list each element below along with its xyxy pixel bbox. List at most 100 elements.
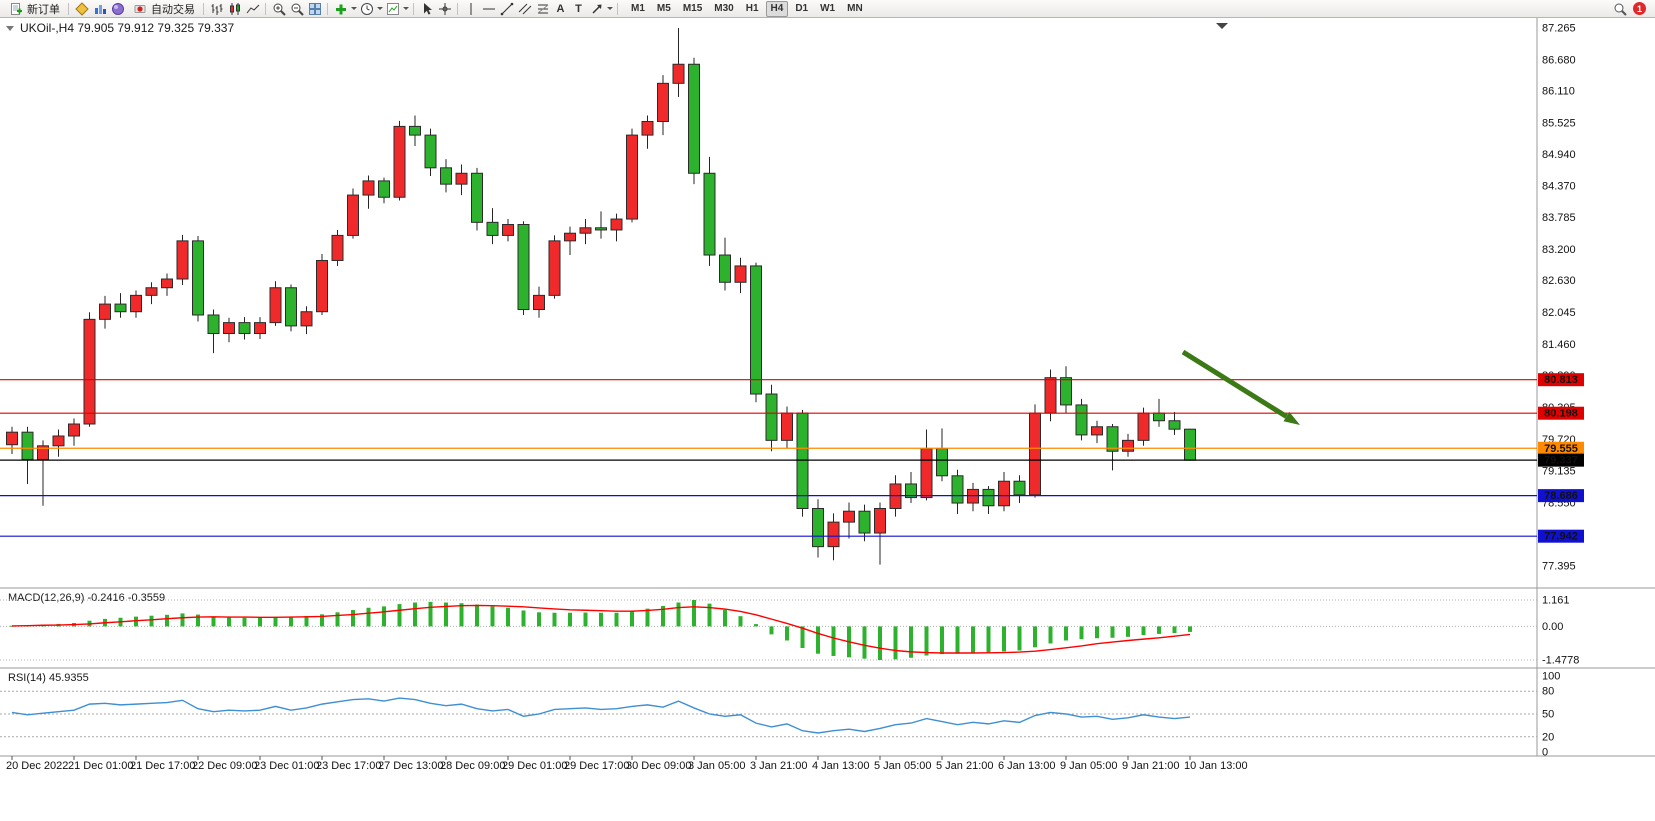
candle xyxy=(982,486,995,514)
svg-text:29 Dec 17:00: 29 Dec 17:00 xyxy=(564,760,629,772)
search-icon[interactable] xyxy=(1611,1,1628,17)
zoom-out-icon[interactable] xyxy=(288,1,305,17)
time-axis-area[interactable] xyxy=(0,756,1655,776)
macd-bar xyxy=(676,602,681,627)
macd-bar xyxy=(924,626,929,656)
one-click-trading-arrow-icon[interactable] xyxy=(6,26,14,31)
candle xyxy=(765,384,778,452)
symbol-ohlc-label: UKOil-,H4 79.905 79.912 79.325 79.337 xyxy=(20,21,234,35)
separator xyxy=(617,2,618,15)
separator xyxy=(68,2,69,15)
notification-badge[interactable]: 1 xyxy=(1633,2,1646,15)
candle xyxy=(502,219,514,242)
candle xyxy=(99,295,111,329)
candle xyxy=(409,115,421,147)
macd-bar xyxy=(599,612,603,627)
chart-plot-area[interactable] xyxy=(0,18,1537,588)
candle xyxy=(1075,398,1088,441)
timeframe-M1[interactable]: M1 xyxy=(631,2,645,14)
timeframe-M5[interactable]: M5 xyxy=(656,2,671,14)
macd-bar xyxy=(769,626,774,635)
horizontal-line-tool-icon[interactable] xyxy=(480,1,497,17)
trend-arrow[interactable] xyxy=(1181,349,1300,425)
macd-bar xyxy=(909,626,913,658)
svg-text:3 Jan 05:00: 3 Jan 05:00 xyxy=(688,760,746,772)
macd-bar xyxy=(413,602,417,627)
candle xyxy=(424,128,437,176)
price-axis[interactable] xyxy=(1537,18,1655,756)
macd-bar xyxy=(1079,626,1084,640)
candle xyxy=(874,502,886,565)
line-chart-type-icon[interactable] xyxy=(244,1,261,17)
label-tool-icon[interactable]: T xyxy=(570,1,587,17)
candle xyxy=(21,426,34,484)
macd-bar xyxy=(862,626,867,659)
candle xyxy=(1060,366,1072,414)
bar-chart-type-icon[interactable] xyxy=(208,1,225,17)
macd-bar xyxy=(800,626,805,648)
price-tag xyxy=(1538,373,1584,387)
timeframe-H4[interactable]: H4 xyxy=(765,0,789,17)
macd-bar xyxy=(289,616,293,627)
candle xyxy=(657,75,669,136)
candle xyxy=(905,471,917,504)
svg-text:80.198: 80.198 xyxy=(1544,408,1578,420)
zoom-in-icon[interactable] xyxy=(270,1,287,17)
macd-bar xyxy=(986,626,991,653)
svg-text:86.110: 86.110 xyxy=(1542,85,1575,97)
chart-shift-marker-icon[interactable] xyxy=(1216,23,1228,29)
rsi-line xyxy=(11,697,1191,734)
macd-bar xyxy=(816,626,820,654)
mql-editor-icon[interactable] xyxy=(73,1,90,17)
candle xyxy=(68,418,80,446)
indicators-icon[interactable] xyxy=(384,1,401,17)
cursor-icon[interactable] xyxy=(418,1,435,17)
separator xyxy=(327,2,328,15)
macd-bar xyxy=(382,606,386,627)
svg-text:82.045: 82.045 xyxy=(1542,307,1576,319)
macd-bar xyxy=(692,600,696,627)
market-watch-icon[interactable] xyxy=(109,1,126,17)
macd-bar xyxy=(630,610,634,627)
periods-clock-icon[interactable] xyxy=(358,1,375,17)
macd-bar xyxy=(227,617,231,627)
macd-bar xyxy=(1172,626,1177,633)
timeframe-W1[interactable]: W1 xyxy=(820,2,836,14)
candle xyxy=(331,229,344,266)
svg-text:5 Jan 21:00: 5 Jan 21:00 xyxy=(936,760,994,772)
chart-frame xyxy=(0,18,1655,757)
new-order-button[interactable]: 新订单 xyxy=(3,1,64,17)
macd-bar xyxy=(1048,626,1053,644)
candle xyxy=(455,164,468,196)
macd-bar xyxy=(893,626,898,660)
svg-text:87.265: 87.265 xyxy=(1542,23,1576,35)
trendline-tool-icon[interactable] xyxy=(498,1,515,17)
macd-bar xyxy=(196,614,200,627)
crosshair-icon[interactable] xyxy=(436,1,453,17)
tile-windows-icon[interactable] xyxy=(306,1,323,17)
autotrading-button[interactable]: 自动交易 xyxy=(127,1,199,17)
price-tag xyxy=(1538,441,1584,455)
channel-tool-icon[interactable] xyxy=(516,1,533,17)
svg-text:83.785: 83.785 xyxy=(1542,212,1576,224)
timeframe-MN[interactable]: MN xyxy=(847,2,863,14)
arrows-tool-icon[interactable] xyxy=(588,1,605,17)
macd-bar xyxy=(971,626,975,653)
vertical-line-tool-icon[interactable] xyxy=(462,1,479,17)
separator xyxy=(203,2,204,15)
new-chart-icon[interactable] xyxy=(332,1,349,17)
text-tool-icon[interactable]: A xyxy=(552,1,569,17)
chart-window[interactable]: UKOil-,H4 79.905 79.912 79.325 79.337 MA… xyxy=(0,18,1655,821)
macd-label: MACD(12,26,9) -0.2416 -0.3559 xyxy=(8,592,165,604)
macd-bar xyxy=(366,607,371,627)
timeframe-M30[interactable]: M30 xyxy=(714,2,734,14)
fibonacci-tool-icon[interactable] xyxy=(534,1,551,17)
candle-chart-type-icon[interactable] xyxy=(226,1,243,17)
svg-text:0: 0 xyxy=(1542,747,1548,759)
macd-bar xyxy=(397,604,402,627)
timeframe-M15[interactable]: M15 xyxy=(682,2,703,14)
timeframe-H1[interactable]: H1 xyxy=(745,2,759,14)
chart-windows-icon[interactable] xyxy=(91,1,108,17)
timeframe-D1[interactable]: D1 xyxy=(795,2,809,14)
